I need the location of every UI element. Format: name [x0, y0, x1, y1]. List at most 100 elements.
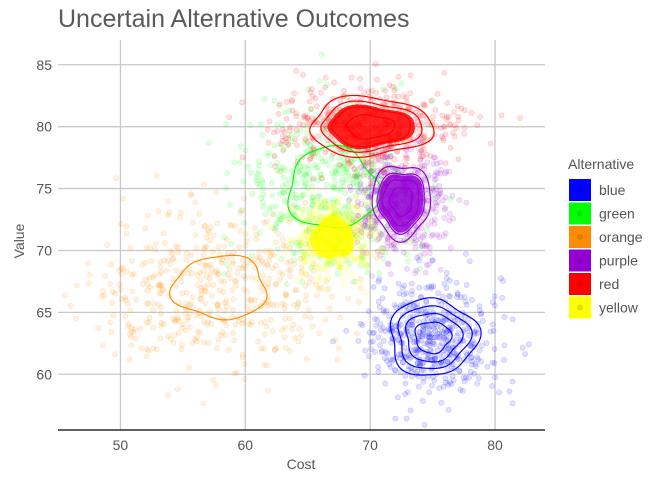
data-point	[276, 101, 283, 108]
data-point	[460, 387, 466, 394]
data-point	[454, 103, 461, 110]
data-point	[224, 256, 230, 263]
data-point	[317, 171, 324, 178]
data-point	[241, 265, 248, 272]
data-point	[439, 361, 445, 368]
data-point	[334, 257, 341, 264]
data-point	[286, 267, 292, 273]
data-point	[241, 219, 248, 226]
data-point	[276, 217, 283, 223]
data-point	[301, 251, 307, 258]
data-point	[360, 172, 367, 179]
data-point	[440, 232, 447, 239]
data-point	[261, 318, 268, 325]
data-point	[253, 174, 260, 181]
data-point	[343, 216, 350, 223]
legend-point-glyph	[577, 210, 583, 217]
data-point	[419, 241, 426, 248]
data-point	[355, 242, 362, 249]
data-point	[186, 324, 193, 331]
data-point	[173, 316, 180, 323]
data-point	[468, 354, 474, 361]
data-point	[104, 242, 110, 249]
data-point	[323, 278, 329, 284]
data-point	[144, 300, 151, 307]
data-point	[262, 247, 269, 254]
legend-label-green: green	[599, 206, 635, 222]
data-point	[277, 140, 283, 147]
data-point	[384, 350, 391, 357]
data-point	[234, 269, 241, 276]
data-point	[345, 157, 351, 164]
data-point	[197, 295, 204, 302]
data-point	[279, 126, 286, 133]
data-point	[371, 348, 378, 355]
data-point	[446, 277, 453, 284]
data-point	[302, 259, 309, 265]
data-point	[374, 236, 381, 243]
data-point	[239, 207, 245, 213]
data-point	[417, 332, 424, 339]
data-point	[308, 264, 314, 271]
data-point	[239, 351, 246, 358]
data-point	[279, 236, 286, 243]
data-point	[444, 358, 451, 365]
data-point	[271, 212, 277, 218]
data-point	[402, 380, 409, 387]
data-point	[352, 169, 359, 176]
data-point	[332, 180, 339, 187]
data-point	[474, 354, 481, 361]
data-point	[341, 205, 347, 212]
data-point	[475, 356, 481, 363]
data-point	[203, 273, 210, 280]
data-point	[224, 236, 230, 243]
data-point	[271, 129, 277, 136]
data-point	[293, 207, 300, 213]
data-point	[383, 308, 390, 314]
data-point	[427, 346, 434, 353]
data-point	[169, 250, 176, 257]
data-point	[155, 208, 162, 215]
data-point	[310, 267, 317, 274]
data-point	[423, 299, 430, 306]
data-point	[178, 278, 185, 285]
data-point	[350, 251, 357, 257]
data-point	[388, 152, 395, 159]
data-point	[361, 289, 368, 296]
data-point	[126, 331, 133, 338]
data-point	[253, 177, 260, 184]
data-point	[188, 191, 195, 197]
data-point	[296, 325, 303, 332]
data-point	[257, 284, 264, 291]
data-point	[278, 256, 285, 263]
data-point	[304, 254, 310, 261]
data-point	[429, 340, 436, 347]
data-point	[346, 207, 353, 214]
y-tick-label: 80	[36, 119, 52, 135]
data-point	[439, 293, 446, 300]
data-point	[156, 290, 163, 297]
data-point	[265, 150, 272, 156]
data-point	[258, 345, 264, 352]
data-point	[370, 226, 377, 233]
data-point	[144, 346, 151, 353]
data-point	[223, 303, 230, 310]
data-point	[429, 382, 435, 389]
data-point	[461, 107, 468, 114]
data-point	[311, 197, 318, 204]
data-point	[364, 204, 371, 211]
data-point	[433, 202, 440, 209]
data-point	[315, 193, 321, 200]
data-point	[305, 227, 312, 233]
data-point	[428, 285, 435, 292]
data-point	[248, 297, 255, 304]
data-point	[318, 89, 324, 96]
data-point	[309, 323, 316, 330]
data-point	[336, 261, 343, 268]
data-point	[157, 335, 164, 342]
data-point	[295, 301, 301, 307]
data-point	[468, 109, 475, 116]
data-point	[288, 132, 295, 138]
data-point	[163, 268, 170, 274]
data-point	[428, 217, 435, 224]
